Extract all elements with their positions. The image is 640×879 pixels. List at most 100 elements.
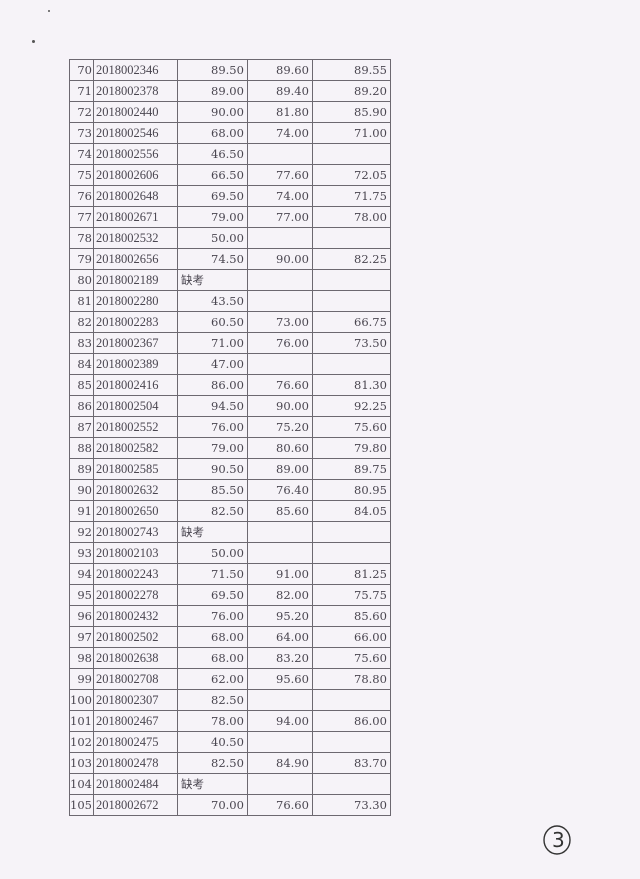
table-row: 104 2018002484 缺考	[69, 773, 391, 795]
row-index: 86	[69, 395, 94, 417]
score-written: 43.50	[176, 290, 248, 312]
score-interview	[246, 227, 313, 249]
student-id: 2018002585	[92, 458, 178, 480]
score-written: 缺考	[176, 773, 248, 795]
score-written: 90.00	[176, 101, 248, 123]
score-total: 89.20	[311, 80, 391, 102]
table-row: 95 2018002278 69.50 82.00 75.75	[69, 584, 391, 606]
student-id: 2018002552	[92, 416, 178, 438]
score-total: 86.00	[311, 710, 391, 732]
row-index: 70	[69, 59, 94, 81]
score-written: 69.50	[176, 185, 248, 207]
score-interview: 76.00	[246, 332, 313, 354]
score-written: 76.00	[176, 605, 248, 627]
table-row: 93 2018002103 50.00	[69, 542, 391, 564]
score-total	[311, 731, 391, 753]
score-written: 68.00	[176, 626, 248, 648]
student-id: 2018002475	[92, 731, 178, 753]
row-index: 96	[69, 605, 94, 627]
row-index: 90	[69, 479, 94, 501]
student-id: 2018002632	[92, 479, 178, 501]
student-id: 2018002606	[92, 164, 178, 186]
score-total	[311, 353, 391, 375]
score-total	[311, 542, 391, 564]
table-row: 92 2018002743 缺考	[69, 521, 391, 543]
row-index: 76	[69, 185, 94, 207]
row-index: 100	[69, 689, 94, 711]
score-interview: 91.00	[246, 563, 313, 585]
score-total: 75.60	[311, 416, 391, 438]
score-interview	[246, 269, 313, 291]
score-written: 76.00	[176, 416, 248, 438]
handwritten-page-number: 3	[540, 822, 574, 856]
table-row: 99 2018002708 62.00 95.60 78.80	[69, 668, 391, 690]
score-total: 85.60	[311, 605, 391, 627]
student-id: 2018002546	[92, 122, 178, 144]
table-row: 96 2018002432 76.00 95.20 85.60	[69, 605, 391, 627]
score-total	[311, 521, 391, 543]
score-written: 缺考	[176, 521, 248, 543]
student-id: 2018002532	[92, 227, 178, 249]
score-total: 92.25	[311, 395, 391, 417]
score-written: 90.50	[176, 458, 248, 480]
row-index: 97	[69, 626, 94, 648]
score-total: 81.25	[311, 563, 391, 585]
table-row: 74 2018002556 46.50	[69, 143, 391, 165]
score-interview: 74.00	[246, 122, 313, 144]
score-total	[311, 689, 391, 711]
row-index: 75	[69, 164, 94, 186]
table-row: 101 2018002467 78.00 94.00 86.00	[69, 710, 391, 732]
row-index: 73	[69, 122, 94, 144]
student-id: 2018002484	[92, 773, 178, 795]
student-id: 2018002582	[92, 437, 178, 459]
student-id: 2018002307	[92, 689, 178, 711]
score-total	[311, 290, 391, 312]
score-total: 78.80	[311, 668, 391, 690]
row-index: 93	[69, 542, 94, 564]
student-id: 2018002367	[92, 332, 178, 354]
score-written: 79.00	[176, 437, 248, 459]
score-interview: 95.20	[246, 605, 313, 627]
table-row: 86 2018002504 94.50 90.00 92.25	[69, 395, 391, 417]
score-written: 79.00	[176, 206, 248, 228]
score-written: 71.50	[176, 563, 248, 585]
row-index: 71	[69, 80, 94, 102]
score-total	[311, 143, 391, 165]
row-index: 87	[69, 416, 94, 438]
score-total: 66.00	[311, 626, 391, 648]
table-row: 80 2018002189 缺考	[69, 269, 391, 291]
student-id: 2018002346	[92, 59, 178, 81]
student-id: 2018002671	[92, 206, 178, 228]
table-row: 76 2018002648 69.50 74.00 71.75	[69, 185, 391, 207]
circle-mark-icon: 3	[543, 825, 571, 855]
row-index: 102	[69, 731, 94, 753]
score-written: 70.00	[176, 794, 248, 816]
table-row: 72 2018002440 90.00 81.80 85.90	[69, 101, 391, 123]
score-total: 73.30	[311, 794, 391, 816]
score-written: 66.50	[176, 164, 248, 186]
score-total: 79.80	[311, 437, 391, 459]
row-index: 83	[69, 332, 94, 354]
score-written: 62.00	[176, 668, 248, 690]
score-total: 72.05	[311, 164, 391, 186]
student-id: 2018002743	[92, 521, 178, 543]
student-id: 2018002656	[92, 248, 178, 270]
score-interview	[246, 353, 313, 375]
score-interview: 90.00	[246, 395, 313, 417]
student-id: 2018002708	[92, 668, 178, 690]
score-interview: 82.00	[246, 584, 313, 606]
row-index: 101	[69, 710, 94, 732]
row-index: 79	[69, 248, 94, 270]
table-row: 105 2018002672 70.00 76.60 73.30	[69, 794, 391, 816]
score-total: 82.25	[311, 248, 391, 270]
student-id: 2018002243	[92, 563, 178, 585]
row-index: 92	[69, 521, 94, 543]
score-total: 75.60	[311, 647, 391, 669]
score-interview: 90.00	[246, 248, 313, 270]
table-row: 100 2018002307 82.50	[69, 689, 391, 711]
score-interview: 85.60	[246, 500, 313, 522]
score-interview: 89.00	[246, 458, 313, 480]
score-total: 83.70	[311, 752, 391, 774]
score-total: 89.75	[311, 458, 391, 480]
score-total: 71.00	[311, 122, 391, 144]
